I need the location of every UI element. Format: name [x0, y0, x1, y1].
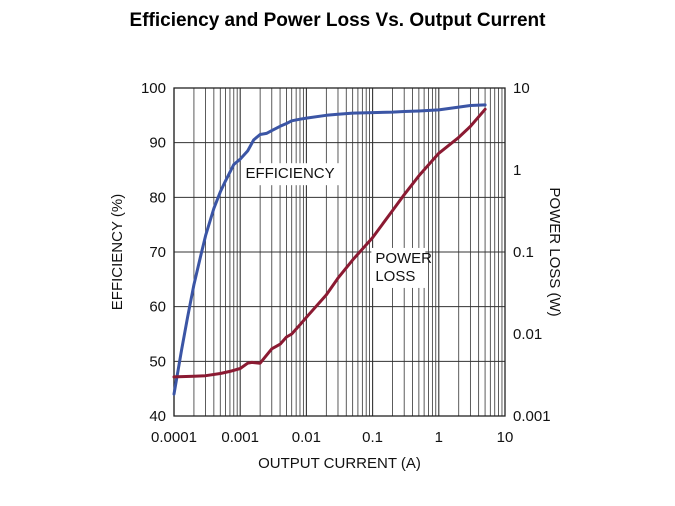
y-tick-label: 40 [149, 408, 166, 425]
y2-tick-label: 0.001 [513, 408, 551, 425]
y2-tick-label: 0.01 [513, 326, 542, 343]
x-tick-label: 0.1 [362, 429, 383, 446]
y-tick-label: 80 [149, 189, 166, 206]
power-loss-annotation: POWER [375, 250, 432, 267]
series-layer [172, 103, 487, 396]
grid [173, 87, 505, 417]
y2-tick-label: 0.1 [513, 244, 534, 261]
x-tick-label: 0.01 [292, 429, 321, 446]
annotation-background [371, 247, 426, 288]
y-tick-label: 90 [149, 135, 166, 152]
plot-frame [173, 87, 506, 417]
x-axis-label: OUTPUT CURRENT (A) [258, 455, 421, 472]
y2-tick-label: 1 [513, 162, 521, 179]
x-tick-label: 0.001 [221, 429, 259, 446]
x-tick-label: 1 [435, 429, 443, 446]
x-tick-label: 10 [497, 429, 514, 446]
y-tick-label: 70 [149, 244, 166, 261]
efficiency-annotation: EFFICIENCY [245, 165, 334, 182]
power-loss-series-line [172, 107, 487, 379]
x-tick-label: 0.0001 [151, 429, 197, 446]
y-tick-label: 100 [141, 80, 166, 97]
power-loss-annotation: LOSS [375, 268, 415, 285]
y-tick-label: 60 [149, 299, 166, 316]
efficiency-series-line [172, 103, 487, 396]
annotation-background [241, 163, 342, 186]
y2-tick-label: 10 [513, 80, 530, 97]
y-tick-label: 50 [149, 353, 166, 370]
y2-axis-label: POWER LOSS (W) [546, 187, 563, 316]
y-axis-label: EFFICIENCY (%) [109, 194, 126, 310]
ticks-layer: 0.0001 0.001 0.01 0.1 1 10 40 50 60 70 80 90 100 0.00… [141, 80, 551, 446]
page-title: Efficiency and Power Loss Vs. Output Cur… [129, 10, 546, 31]
